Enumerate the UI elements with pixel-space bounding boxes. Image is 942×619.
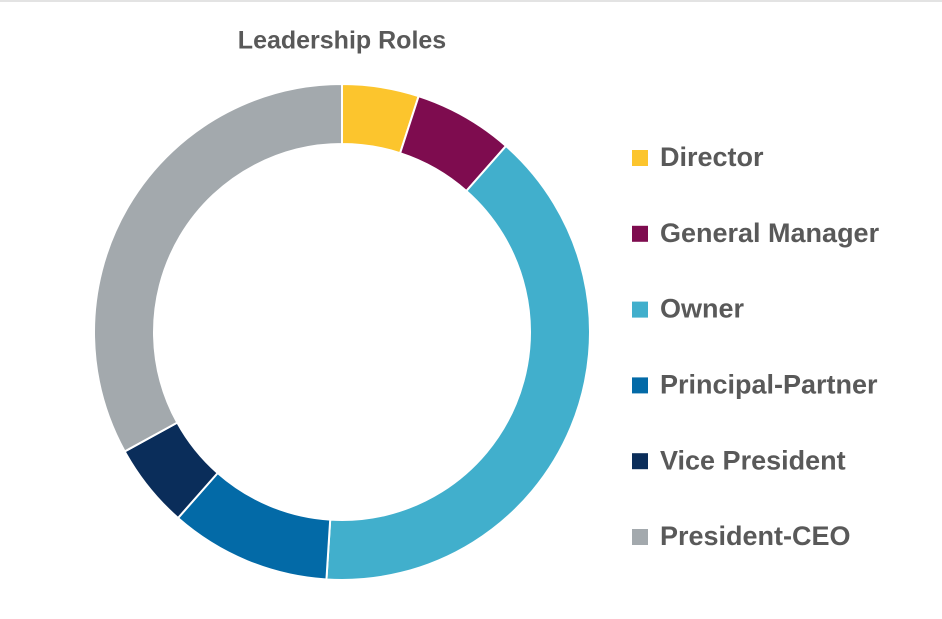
legend-swatch (632, 150, 648, 166)
legend-label: Principal-Partner (660, 370, 878, 400)
legend-swatch (632, 529, 648, 545)
legend-swatch (632, 453, 648, 470)
legend-swatch (632, 301, 648, 318)
donut-segment (325, 144, 591, 581)
legend-label: Owner (660, 294, 745, 324)
legend-swatch (632, 225, 648, 242)
chart-title: Leadership Roles (238, 27, 446, 55)
donut-segment (93, 82, 343, 453)
legend-label: President-CEO (660, 521, 851, 551)
legend-label: Vice President (660, 445, 846, 475)
legend-label: Director (660, 142, 764, 172)
legend-swatch (632, 377, 648, 394)
legend-label: General Manager (660, 218, 880, 248)
